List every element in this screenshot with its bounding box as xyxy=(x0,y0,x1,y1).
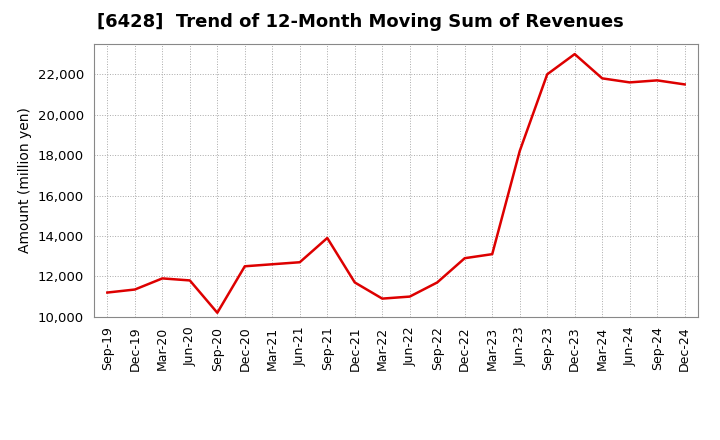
Y-axis label: Amount (million yen): Amount (million yen) xyxy=(18,107,32,253)
Text: [6428]  Trend of 12-Month Moving Sum of Revenues: [6428] Trend of 12-Month Moving Sum of R… xyxy=(96,13,624,31)
